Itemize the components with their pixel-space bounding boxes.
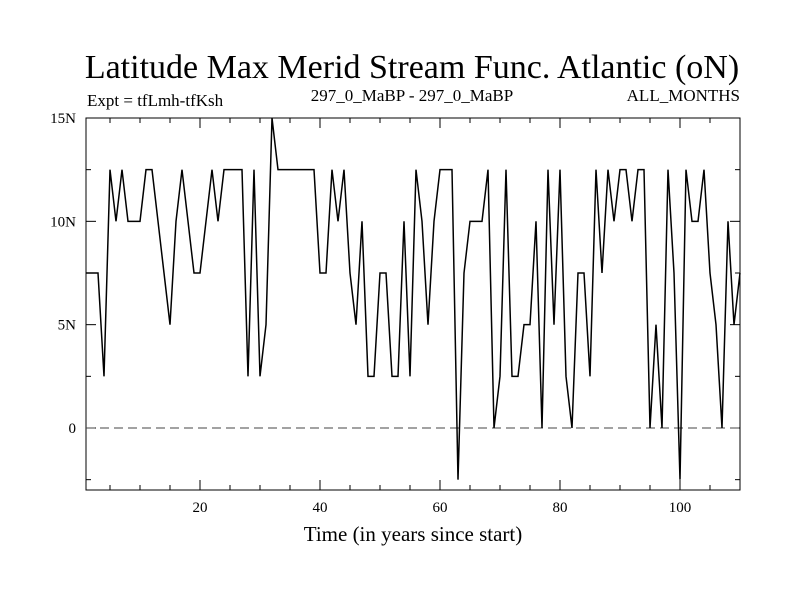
plot-frame bbox=[85, 117, 741, 491]
tick-labels-layer: 20 40 60 80 100 0 5N 10N 15N bbox=[50, 111, 691, 516]
series-line bbox=[86, 117, 741, 480]
ticks-layer bbox=[86, 117, 741, 490]
chart-title: Latitude Max Merid Stream Func. Atlantic… bbox=[85, 49, 739, 86]
x-axis-label: Time (in years since start) bbox=[304, 522, 523, 546]
subtitle-right: ALL_MONTHS bbox=[627, 86, 740, 105]
y-tick-label: 15N bbox=[50, 111, 76, 127]
y-tick-label: 10N bbox=[50, 214, 76, 230]
subtitle-left: Expt = tfLmh-tfKsh bbox=[87, 91, 224, 110]
y-tick-label: 5N bbox=[58, 318, 77, 334]
x-tick-label: 40 bbox=[313, 500, 328, 516]
x-tick-label: 100 bbox=[669, 500, 692, 516]
x-tick-label: 60 bbox=[433, 500, 448, 516]
x-tick-label: 80 bbox=[553, 500, 568, 516]
y-tick-label: 0 bbox=[69, 421, 77, 437]
x-tick-label: 20 bbox=[193, 500, 208, 516]
subtitle-center: 297_0_MaBP - 297_0_MaBP bbox=[311, 86, 513, 105]
